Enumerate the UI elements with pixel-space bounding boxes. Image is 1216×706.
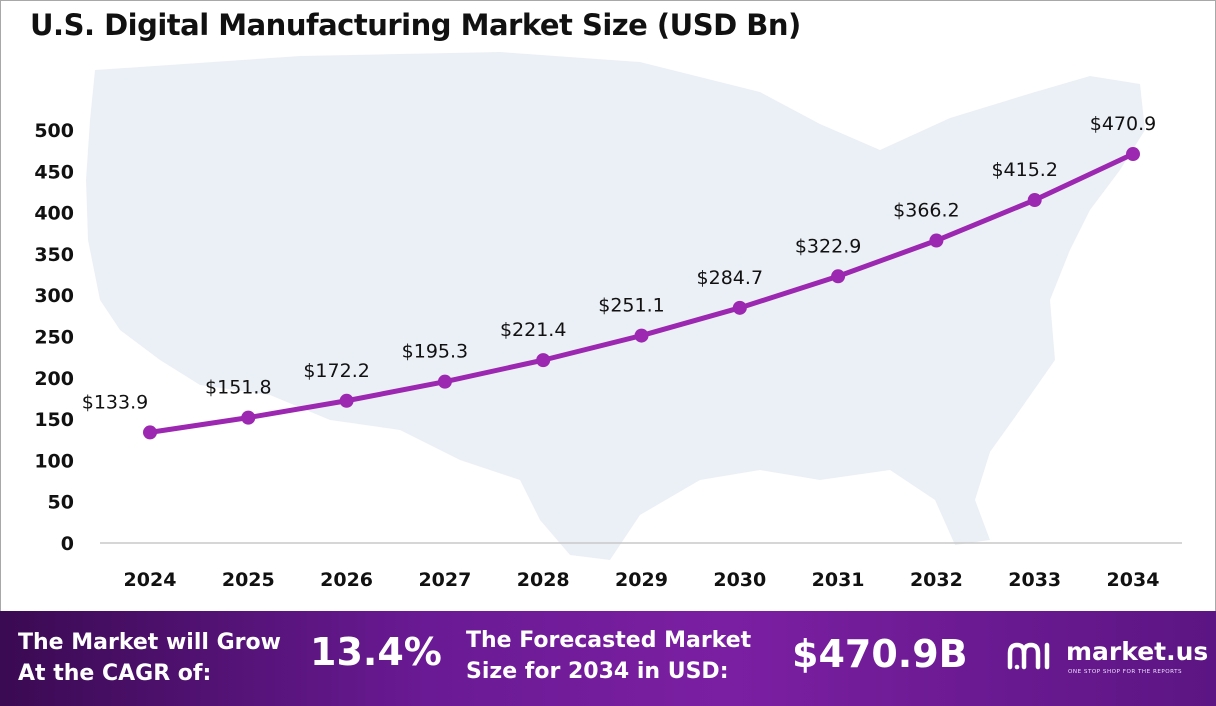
x-tick-label: 2028 bbox=[517, 569, 570, 591]
brand-name: market.us bbox=[1066, 637, 1209, 666]
data-label: $151.8 bbox=[205, 377, 271, 399]
forecast-caption-line2: Size for 2034 in USD: bbox=[466, 659, 729, 684]
y-tick-label: 0 bbox=[61, 533, 74, 555]
data-label: $366.2 bbox=[893, 200, 959, 222]
footer-banner: The Market will Grow At the CAGR of: 13.… bbox=[0, 611, 1216, 706]
y-tick-label: 150 bbox=[34, 409, 74, 431]
data-point bbox=[1027, 193, 1042, 208]
data-point bbox=[929, 233, 944, 248]
forecast-value: $470.9B bbox=[792, 632, 968, 676]
y-tick-label: 100 bbox=[34, 450, 74, 472]
x-tick-label: 2027 bbox=[418, 569, 471, 591]
data-label: $415.2 bbox=[991, 159, 1057, 181]
line-chart: 0 50 100 150 200 250 300 350 400 450 500 2024 2025 2… bbox=[34, 52, 1182, 591]
data-label: $284.7 bbox=[697, 267, 763, 289]
x-tick-label: 2030 bbox=[713, 569, 766, 591]
y-tick-label: 50 bbox=[48, 492, 74, 514]
forecast-caption: The Forecasted Market Size for 2034 in U… bbox=[466, 625, 751, 687]
data-label: $133.9 bbox=[82, 391, 148, 413]
brand-logo: market.us ONE STOP SHOP FOR THE REPORTS bbox=[1006, 635, 1211, 685]
cagr-caption-line2: At the CAGR of: bbox=[18, 661, 212, 686]
data-label: $221.4 bbox=[500, 319, 566, 341]
data-point bbox=[437, 374, 452, 389]
x-tick-label: 2031 bbox=[812, 569, 865, 591]
x-tick-label: 2026 bbox=[320, 569, 373, 591]
data-label: $251.1 bbox=[598, 295, 664, 317]
data-label: $195.3 bbox=[402, 341, 468, 363]
data-point bbox=[1126, 147, 1140, 162]
data-point bbox=[732, 300, 747, 315]
y-tick-label: 400 bbox=[34, 203, 74, 225]
y-tick-label: 300 bbox=[34, 285, 74, 307]
y-tick-label: 250 bbox=[34, 327, 74, 349]
data-point bbox=[143, 425, 157, 440]
data-point bbox=[634, 328, 649, 343]
data-point bbox=[536, 353, 551, 368]
chart-title: U.S. Digital Manufacturing Market Size (… bbox=[30, 8, 801, 42]
data-point bbox=[241, 410, 256, 425]
cagr-caption-line1: The Market will Grow bbox=[18, 630, 281, 655]
x-tick-label: 2024 bbox=[124, 569, 177, 591]
x-tick-label: 2025 bbox=[222, 569, 275, 591]
y-tick-label: 450 bbox=[34, 161, 74, 183]
x-tick-label: 2033 bbox=[1008, 569, 1061, 591]
x-tick-label: 2032 bbox=[910, 569, 963, 591]
data-label: $172.2 bbox=[303, 360, 369, 382]
cagr-caption: The Market will Grow At the CAGR of: bbox=[18, 627, 281, 689]
data-label: $470.9 bbox=[1090, 113, 1156, 135]
y-tick-label: 200 bbox=[34, 368, 74, 390]
forecast-caption-line1: The Forecasted Market bbox=[466, 628, 752, 653]
y-tick-label: 350 bbox=[34, 244, 74, 266]
data-label: $322.9 bbox=[795, 235, 861, 257]
data-point bbox=[831, 269, 846, 284]
x-tick-label: 2029 bbox=[615, 569, 668, 591]
us-map-background bbox=[86, 52, 1145, 560]
x-tick-label: 2034 bbox=[1107, 569, 1160, 591]
brand-tagline: ONE STOP SHOP FOR THE REPORTS bbox=[1068, 669, 1183, 675]
cagr-value: 13.4% bbox=[310, 630, 442, 674]
data-point bbox=[339, 393, 354, 408]
market-us-logo-icon bbox=[1007, 642, 1050, 670]
y-tick-label: 500 bbox=[34, 120, 74, 142]
